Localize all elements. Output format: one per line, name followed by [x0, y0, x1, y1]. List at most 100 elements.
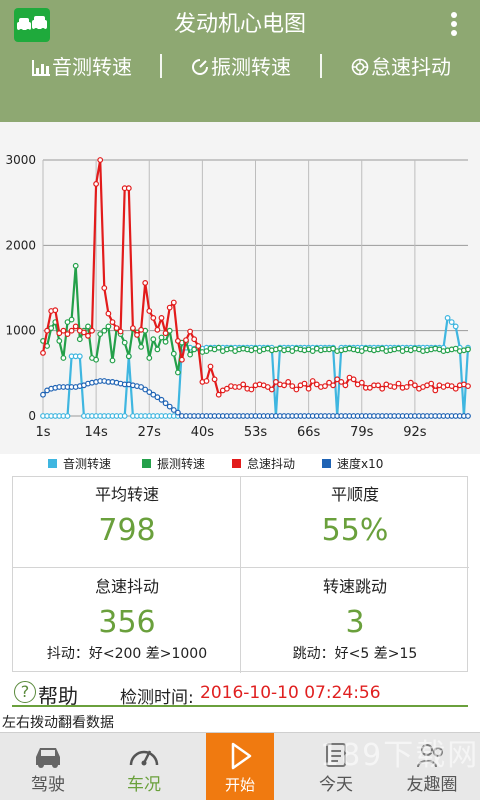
data-point-vibration	[93, 356, 99, 363]
data-point-vibration	[64, 319, 71, 326]
bar-chart-icon	[32, 52, 50, 86]
data-point-speed	[166, 403, 173, 410]
data-point-speed	[170, 407, 177, 413]
data-point-idle	[240, 381, 247, 388]
data-point-idle	[342, 382, 349, 389]
data-point-vibration	[48, 325, 55, 332]
stat-idle-jitter: 怠速抖动 356 抖动：好<200 差>1000	[13, 569, 241, 667]
data-point-idle	[134, 331, 140, 338]
data-point-idle	[44, 327, 50, 334]
data-point-vibration	[452, 345, 459, 352]
legend-item-audio: 音测转速	[48, 456, 111, 472]
tab-vibration-rpm[interactable]: 振测转速	[182, 50, 300, 84]
tab-label: 振测转速	[211, 55, 291, 79]
chart-legend: 音测转速 振测转速 怠速抖动 速度x10	[0, 452, 480, 474]
data-point-idle	[350, 376, 357, 383]
data-point-idle	[452, 385, 459, 392]
data-point-idle	[125, 185, 132, 192]
today-icon	[326, 743, 346, 767]
data-point-audio	[444, 314, 451, 321]
title-bar: 发动机心电图	[0, 0, 480, 50]
data-point-vibration	[97, 331, 104, 338]
nav-today[interactable]: 今天	[288, 733, 384, 800]
tab-audio-rpm[interactable]: 音测转速	[22, 50, 142, 84]
nav-friends[interactable]: 友趣圈	[384, 733, 480, 800]
legend-label: 怠速抖动	[247, 457, 296, 471]
data-point-vibration	[252, 345, 259, 352]
data-point-idle	[154, 326, 161, 333]
data-point-vibration	[158, 334, 165, 341]
nav-start[interactable]: 开始	[206, 733, 274, 800]
data-point-idle	[187, 328, 194, 335]
legend-swatch	[142, 459, 151, 468]
data-point-idle	[465, 383, 471, 390]
data-point-vibration	[174, 369, 181, 376]
car-icon	[36, 748, 60, 768]
x-tick-label: 92s	[403, 425, 427, 440]
x-tick-label: 27s	[138, 425, 162, 440]
stat-value: 55%	[321, 513, 389, 548]
data-point-idle	[432, 387, 439, 394]
x-tick-label: 79s	[350, 425, 374, 440]
test-time-label: 检测时间:	[120, 688, 194, 708]
data-point-vibration	[76, 336, 83, 343]
data-point-idle	[285, 379, 292, 385]
data-point-vibration	[166, 327, 173, 334]
legend-swatch	[322, 459, 331, 468]
overflow-menu-icon[interactable]	[450, 12, 458, 40]
x-tick-label: 14s	[84, 425, 108, 440]
x-tick-label: 53s	[244, 425, 268, 440]
data-point-vibration	[125, 353, 132, 360]
data-point-audio	[452, 323, 459, 330]
nav-drive[interactable]: 驾驶	[0, 733, 96, 800]
data-point-vibration	[150, 336, 157, 343]
nav-car-status[interactable]: 车况	[96, 733, 192, 800]
nav-label: 驾驶	[31, 775, 65, 795]
data-point-idle	[72, 323, 79, 330]
engine-ecg-chart[interactable]: 0 1000 2000 3000 1s 14s 27s 40s 53s 66s 79s 92s	[0, 122, 480, 454]
help-icon[interactable]: ?	[14, 681, 36, 703]
legend-label: 音测转速	[63, 457, 112, 471]
help-link[interactable]: 帮助	[38, 684, 78, 708]
data-point-vibration	[203, 348, 210, 355]
data-point-idle	[379, 385, 386, 392]
stat-value: 356	[98, 605, 156, 640]
divider	[12, 705, 468, 707]
data-point-audio	[76, 353, 83, 360]
y-tick-label: 3000	[5, 153, 36, 167]
data-point-vibration	[228, 345, 234, 352]
data-point-idle	[207, 363, 214, 370]
data-point-vibration	[68, 316, 75, 323]
data-point-vibration	[121, 339, 128, 346]
data-point-idle	[105, 310, 112, 317]
swipe-hint: 左右拨动翻看数据	[2, 715, 114, 731]
data-point-idle	[101, 285, 108, 291]
data-point-idle	[367, 384, 373, 391]
car-pair-icon[interactable]	[14, 8, 50, 42]
stat-note: 抖动：好<200 差>1000	[46, 646, 208, 662]
data-point-idle	[358, 379, 365, 386]
page-title: 发动机心电图	[173, 12, 306, 37]
data-point-speed	[146, 389, 153, 396]
data-point-idle	[85, 332, 91, 339]
data-point-vibration	[379, 345, 386, 352]
data-point-idle	[178, 356, 185, 363]
data-point-idle	[326, 379, 333, 386]
data-point-vibration	[162, 338, 169, 345]
tab-label: 音测转速	[52, 55, 132, 79]
data-point-vibration	[101, 327, 108, 334]
tab-divider	[160, 54, 162, 78]
data-point-idle	[56, 330, 63, 337]
data-point-vibration	[215, 344, 222, 351]
data-point-vibration	[146, 355, 153, 361]
data-point-speed	[154, 394, 161, 401]
data-point-audio	[448, 319, 455, 326]
tab-idle-jitter[interactable]: 怠速抖动	[342, 50, 460, 84]
data-point-idle	[334, 376, 341, 383]
data-point-vibration	[289, 348, 296, 355]
data-point-idle	[375, 382, 382, 389]
vibration-icon	[191, 52, 209, 86]
data-point-idle	[248, 386, 255, 393]
data-point-vibration	[358, 348, 365, 355]
stat-avg-rpm: 平均转速 798	[13, 477, 241, 575]
